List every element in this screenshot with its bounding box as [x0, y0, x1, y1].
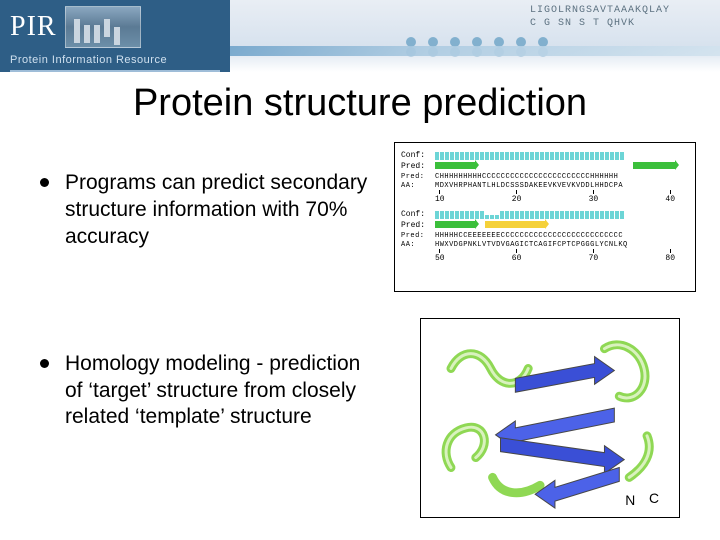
- header-seq-2: C G SN S T QHVK: [530, 17, 670, 30]
- ribbon-structure-figure: C N: [420, 318, 680, 518]
- bullet-item: Programs can predict secondary structure…: [40, 170, 380, 251]
- c-terminus-label: C: [649, 490, 659, 506]
- logo-block: PIR Protein Information Resource: [0, 0, 230, 72]
- slide-title: Protein structure prediction: [0, 82, 720, 125]
- logo-text: PIR: [10, 11, 57, 43]
- bullet-dot-icon: [40, 359, 49, 368]
- bullet-dot-icon: [40, 178, 49, 187]
- bullet-text: Homology modeling - prediction of ‘targe…: [65, 351, 380, 432]
- secondary-structure-figure: Conf:Pred:Pred:CHHHHHHHHHCCCCCCCCCCCCCCC…: [394, 142, 696, 292]
- header-banner: PIR Protein Information Resource LIGOLRN…: [0, 0, 720, 72]
- header-sequence: LIGOLRNGSAVTAAAKQLAY C G SN S T QHVK: [530, 4, 670, 30]
- header-seq-1: LIGOLRNGSAVTAAAKQLAY: [530, 4, 670, 17]
- bullet-text: Programs can predict secondary structure…: [65, 170, 380, 251]
- bullet-list: Programs can predict secondary structure…: [40, 170, 380, 531]
- header-stripe: [230, 46, 720, 56]
- logo-divider: [10, 70, 220, 72]
- n-terminus-label: N: [625, 492, 635, 508]
- logo-subtitle: Protein Information Resource: [10, 54, 220, 66]
- header-photo: [65, 6, 141, 48]
- bullet-item: Homology modeling - prediction of ‘targe…: [40, 351, 380, 432]
